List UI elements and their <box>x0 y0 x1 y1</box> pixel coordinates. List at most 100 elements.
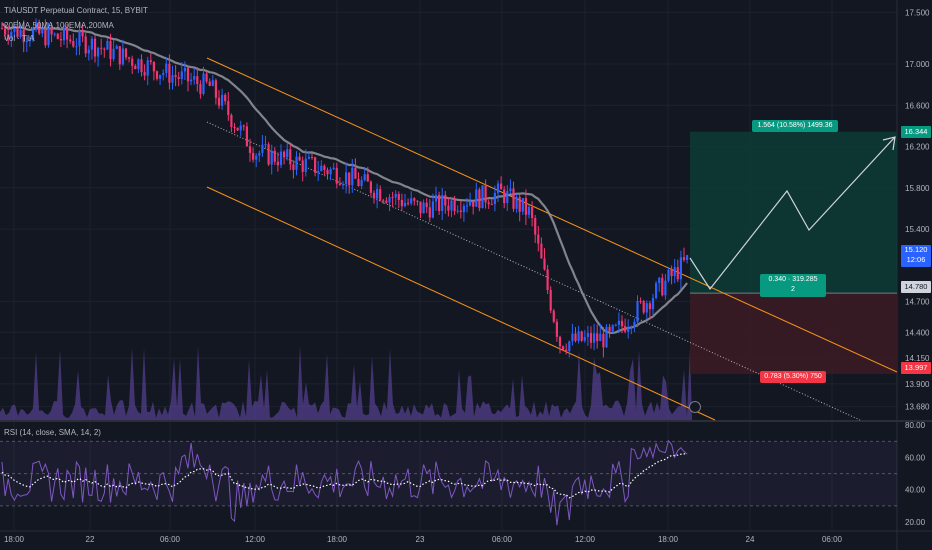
candle-body <box>121 48 124 65</box>
candle-body <box>571 333 574 342</box>
candle-body <box>407 202 410 204</box>
candlesticks <box>0 18 689 358</box>
candle-body <box>459 210 462 213</box>
candle-body <box>183 67 186 72</box>
candle-body <box>7 34 10 39</box>
candle-body <box>456 210 459 212</box>
candle-body <box>202 73 205 94</box>
candle-body <box>673 267 676 277</box>
channel-upper <box>206 57 898 373</box>
axes: 17.500 17.000 16.600 16.200 15.800 15.400 14.7… <box>4 8 930 544</box>
candle-body <box>624 326 627 332</box>
candle-body <box>31 29 35 41</box>
candle-body <box>462 205 465 213</box>
volume-label: Vol · TIA <box>4 34 35 43</box>
candle-body <box>217 97 221 106</box>
candle-body <box>372 192 376 199</box>
candle-body <box>413 198 416 201</box>
candle-body <box>422 202 425 214</box>
candle-body <box>35 23 38 30</box>
candle-body <box>214 80 217 98</box>
candle-body <box>124 48 128 58</box>
candle-body <box>323 165 326 171</box>
candle-body <box>56 33 59 39</box>
candle-body <box>162 73 165 75</box>
candle-body <box>137 59 140 70</box>
time-tick-label: 18:00 <box>327 535 348 544</box>
candle-body <box>165 63 168 74</box>
candle-body <box>0 27 4 29</box>
candle-body <box>174 75 177 77</box>
candle-body <box>400 200 403 207</box>
candle-body <box>224 94 227 102</box>
candle-body <box>239 125 242 131</box>
price-tick-label: 17.500 <box>905 8 930 17</box>
candle-body <box>608 326 611 331</box>
candle-body <box>100 47 103 49</box>
candle-body <box>431 201 434 218</box>
candle-body <box>112 48 115 60</box>
candle-body <box>10 31 13 39</box>
candle-body <box>438 194 441 212</box>
candle-body <box>500 183 503 190</box>
time-tick-label: 06:00 <box>160 535 181 544</box>
entry-label-line2: 2 <box>791 286 795 293</box>
candle-body <box>106 41 109 50</box>
candle-body <box>276 161 279 166</box>
candle-body <box>385 200 388 203</box>
candle-body <box>103 48 106 50</box>
price-channel[interactable] <box>206 57 898 421</box>
candle-body <box>227 101 230 116</box>
candle-body <box>549 289 552 311</box>
candle-body <box>273 150 276 162</box>
time-tick-label: 12:00 <box>575 535 596 544</box>
candle-body <box>279 151 283 166</box>
position-tool[interactable] <box>690 131 897 374</box>
candle-body <box>651 297 655 310</box>
candle-body <box>472 201 475 207</box>
candle-body <box>4 28 7 35</box>
candle-body <box>434 194 438 202</box>
price-tick-label: 13.680 <box>905 403 930 412</box>
entry-label: 0.340 · 319.285 2 <box>760 274 826 297</box>
candle-body <box>661 277 664 296</box>
candle-body <box>403 202 407 207</box>
candle-body <box>118 46 121 65</box>
candle-body <box>596 333 599 342</box>
candle-body <box>304 158 307 172</box>
rsi-pane <box>0 439 897 526</box>
candle-body <box>363 174 366 181</box>
rsi-sma-line <box>1 453 688 499</box>
loss-zone <box>690 293 897 374</box>
candle-body <box>236 127 239 131</box>
candle-body <box>410 198 413 204</box>
candle-body <box>50 27 53 35</box>
candle-body <box>388 197 391 203</box>
projection-line <box>689 136 896 291</box>
price-tick-label: 14.150 <box>905 354 930 363</box>
candle-body <box>19 30 22 37</box>
candle-body <box>258 152 261 156</box>
candle-body <box>16 26 19 37</box>
candle-body <box>534 218 537 235</box>
rsi-label: RSI (14, close, SMA, 14, 2) <box>4 428 101 437</box>
price-tick-label: 15.400 <box>905 225 930 234</box>
projection-path[interactable] <box>689 136 896 413</box>
candle-body <box>478 189 481 209</box>
candle-body <box>441 195 444 212</box>
entry-label-line1: 0.340 · 319.285 <box>768 276 818 283</box>
time-tick-label: 24 <box>746 535 755 544</box>
candle-body <box>558 336 562 347</box>
candle-body <box>75 46 78 48</box>
candle-body <box>450 200 453 211</box>
candle-body <box>642 301 645 313</box>
candle-body <box>208 81 211 86</box>
candle-body <box>524 198 527 215</box>
candle-body <box>59 38 62 41</box>
candle-body <box>252 152 255 160</box>
candle-body <box>255 155 258 160</box>
candle-body <box>543 258 546 270</box>
candle-body <box>490 204 493 206</box>
lightning-icon <box>689 401 701 413</box>
